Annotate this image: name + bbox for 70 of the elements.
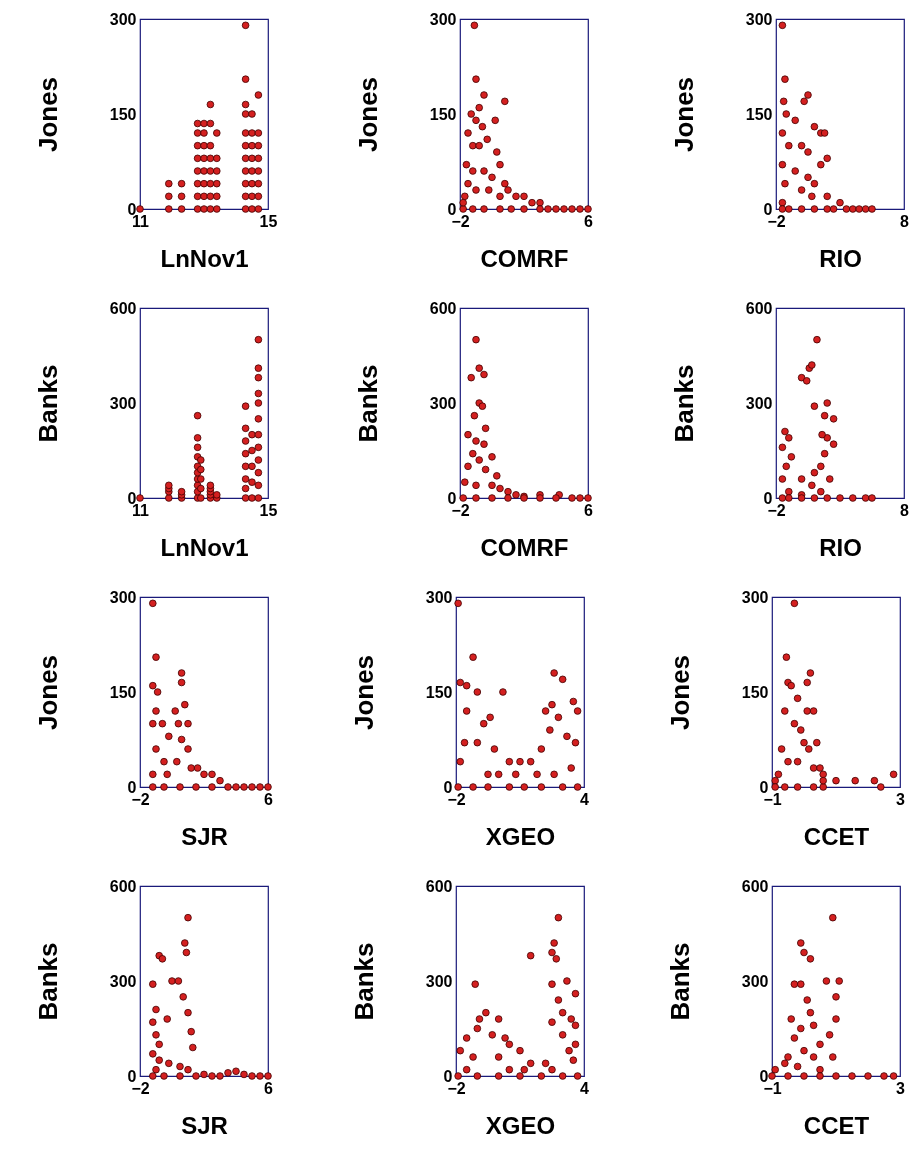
y-axis-title: Jones	[668, 76, 699, 153]
y-tick-label: 300	[109, 588, 137, 606]
y-axis-title: Banks	[348, 942, 379, 1021]
y-tick-label: 600	[741, 877, 769, 895]
y-tick-label: 600	[429, 299, 457, 317]
y-axis-title: Banks	[32, 364, 63, 443]
y-tick-label: 300	[745, 394, 773, 412]
y-tick-label: 0	[763, 200, 773, 218]
x-axis-title: SJR	[181, 822, 228, 850]
x-tick-label: 8	[900, 501, 910, 519]
x-axis-title: XGEO	[485, 1111, 556, 1139]
x-axis-title: RIO	[819, 244, 862, 272]
y-tick-label: 150	[109, 105, 137, 123]
y-tick-label: 300	[109, 10, 137, 28]
y-tick-label: 0	[127, 1067, 137, 1085]
x-axis-title: COMRF	[480, 533, 569, 561]
y-tick-label: 150	[741, 683, 769, 701]
y-tick-label: 600	[109, 299, 137, 317]
y-tick-label: 0	[759, 778, 769, 796]
x-tick-label: 8	[900, 212, 910, 230]
y-axis-title: Jones	[32, 654, 63, 731]
y-tick-label: 300	[109, 394, 137, 412]
y-axis-title: Jones	[664, 654, 695, 731]
y-tick-label: 0	[759, 1067, 769, 1085]
y-axis-title: Banks	[32, 942, 63, 1021]
y-axis-title: Banks	[352, 364, 383, 443]
y-tick-label: 300	[425, 588, 453, 606]
y-tick-label: 150	[745, 105, 773, 123]
y-tick-label: 300	[109, 972, 137, 990]
x-tick-label: 6	[264, 790, 274, 808]
y-tick-label: 300	[429, 10, 457, 28]
y-tick-label: 150	[425, 683, 453, 701]
y-tick-label: 0	[763, 489, 773, 507]
y-tick-label: 300	[425, 972, 453, 990]
y-tick-label: 0	[447, 489, 457, 507]
x-axis-title: COMRF	[480, 244, 569, 272]
x-axis-title: RIO	[819, 533, 862, 561]
y-axis-title: Jones	[352, 76, 383, 153]
y-tick-label: 0	[443, 778, 453, 796]
y-tick-label: 600	[109, 877, 137, 895]
y-tick-label: 0	[443, 1067, 453, 1085]
x-tick-label: 3	[896, 790, 906, 808]
y-tick-label: 150	[109, 683, 137, 701]
x-axis-title: CCET	[803, 1111, 870, 1139]
x-tick-label: 4	[580, 1079, 590, 1097]
y-tick-label: 0	[127, 778, 137, 796]
y-tick-label: 600	[425, 877, 453, 895]
y-tick-label: 300	[741, 972, 769, 990]
x-tick-label: 15	[259, 501, 278, 519]
x-tick-label: 3	[896, 1079, 906, 1097]
x-axis-title: SJR	[181, 1111, 228, 1139]
y-axis-title: Banks	[664, 942, 695, 1021]
x-tick-label: 6	[584, 501, 594, 519]
y-tick-label: 300	[741, 588, 769, 606]
x-axis-title: XGEO	[485, 822, 556, 850]
y-tick-label: 300	[429, 394, 457, 412]
x-axis-title: CCET	[803, 822, 870, 850]
x-axis-title: LnNov1	[160, 533, 249, 561]
y-tick-label: 150	[429, 105, 457, 123]
x-axis-title: LnNov1	[160, 244, 249, 272]
y-tick-label: 300	[745, 10, 773, 28]
y-axis-title: Jones	[32, 76, 63, 153]
x-tick-label: 15	[259, 212, 278, 230]
x-tick-label: 4	[580, 790, 590, 808]
y-axis-title: Banks	[668, 364, 699, 443]
y-axis-title: Jones	[348, 654, 379, 731]
y-tick-label: 600	[745, 299, 773, 317]
x-tick-label: 6	[264, 1079, 274, 1097]
x-tick-label: 6	[584, 212, 594, 230]
y-tick-label: 0	[447, 200, 457, 218]
